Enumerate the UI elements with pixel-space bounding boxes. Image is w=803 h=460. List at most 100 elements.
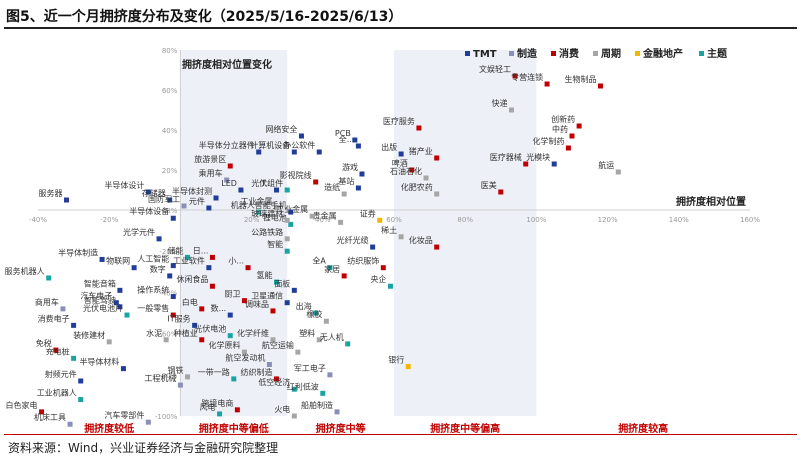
data-point — [498, 189, 504, 195]
data-point — [416, 125, 422, 131]
point-label: 光伏组件 — [251, 178, 283, 188]
point-label: 影视院线 — [280, 170, 312, 180]
band-shade-3 — [394, 50, 537, 416]
data-point — [398, 151, 404, 157]
point-label: 种植业 — [174, 328, 198, 338]
data-point — [99, 256, 105, 262]
data-point — [313, 179, 319, 185]
point-label: 休闲食品 — [176, 274, 208, 284]
data-point — [288, 209, 294, 215]
data-point — [274, 279, 280, 285]
point-label: 光伏电池片 — [83, 303, 123, 313]
data-point — [291, 413, 297, 419]
point-label: 家居 — [324, 264, 340, 274]
point-label: 半导体制造 — [58, 247, 98, 257]
data-point — [284, 187, 290, 193]
x-tick-label: 40% — [315, 216, 331, 224]
point-label: 免税 — [36, 338, 52, 348]
point-label: 半导体分立器件 — [199, 140, 255, 150]
legend: TMT 制造 消费 周期 金融地产 主题 — [465, 47, 728, 60]
point-label: 白色家电 — [6, 400, 38, 410]
data-point — [523, 161, 529, 167]
data-point — [234, 407, 240, 413]
data-point — [355, 143, 361, 149]
x-tick-label: 120% — [598, 216, 618, 224]
data-point — [434, 244, 440, 250]
point-label: 稀土 — [381, 225, 397, 235]
point-label: 银行 — [388, 355, 404, 365]
point-label: 智能驾驶 — [84, 295, 116, 305]
point-label: 日... — [193, 246, 209, 255]
point-label: 服务器 — [38, 188, 62, 198]
point-label: 全... — [339, 134, 355, 144]
data-point — [291, 287, 297, 293]
legend-label: 消费 — [559, 47, 579, 60]
data-point — [78, 397, 84, 403]
point-label: 智能音箱 — [84, 278, 116, 288]
point-label: 医疗器械 — [490, 152, 522, 162]
data-point — [355, 185, 361, 191]
data-point — [309, 213, 315, 219]
point-label: 工业机器人 — [37, 388, 77, 398]
data-point — [270, 308, 276, 314]
data-point — [185, 254, 191, 260]
point-label: 旅游景区 — [194, 154, 226, 164]
data-point — [320, 390, 326, 396]
data-point — [156, 236, 162, 242]
point-label: 低空经济 — [258, 377, 290, 387]
point-label: 工业金属 — [276, 204, 308, 214]
point-label: PCB — [335, 129, 351, 138]
point-label: 创新药 — [551, 114, 575, 124]
data-point — [256, 209, 262, 215]
point-label: 卫星通信 — [251, 291, 283, 301]
point-label: 出版 — [381, 142, 397, 152]
data-point — [209, 283, 215, 289]
y-tick-label: 80% — [162, 47, 178, 55]
point-label: 半导体设备 — [129, 206, 169, 216]
y-tick-labels: -100% -80% -60% -40% -20% 0% 20% 40% 60% 80% — [155, 47, 178, 421]
point-label: 面板 — [274, 278, 290, 288]
point-label: 氢能 — [257, 270, 273, 280]
point-label: 军工电子 — [294, 363, 326, 373]
data-point — [170, 215, 176, 221]
point-label: 火电 — [274, 404, 290, 414]
data-point — [423, 175, 429, 181]
legend-label: 金融地产 — [642, 47, 683, 60]
data-point — [170, 294, 176, 300]
point-label: 商用车 — [35, 297, 59, 307]
data-point — [338, 219, 344, 225]
data-point — [185, 374, 191, 380]
data-point — [124, 312, 130, 318]
data-point — [298, 133, 304, 139]
point-label: 无人机 — [320, 332, 344, 342]
point-label: 化学纤维 — [237, 328, 269, 338]
point-label: 造纸 — [324, 182, 340, 192]
top-rule — [4, 27, 797, 29]
data-point — [327, 372, 333, 378]
point-label: 中药 — [552, 124, 568, 134]
data-point — [63, 197, 69, 203]
data-point — [231, 376, 237, 382]
data-point — [199, 337, 205, 343]
point-label: 公路铁路 — [251, 227, 283, 237]
point-label: 游戏 — [342, 162, 358, 172]
point-label: 石油石化 — [390, 166, 422, 176]
data-point — [565, 145, 571, 151]
data-point — [380, 265, 386, 271]
point-label: 化学原料 — [208, 340, 240, 350]
point-label: 半导体材料 — [79, 357, 119, 367]
axes — [38, 50, 750, 416]
data-point — [245, 265, 251, 271]
point-label: 服务机器人 — [5, 266, 45, 276]
y-tick-label: -60% — [159, 331, 177, 339]
data-point — [209, 254, 215, 260]
data-point — [224, 177, 230, 183]
point-label: 快递 — [491, 98, 507, 108]
band-label-2: 拥挤度中等 — [316, 422, 366, 435]
data-point — [120, 366, 126, 372]
data-point — [615, 169, 621, 175]
data-point — [370, 244, 376, 250]
y-tick-label: 60% — [162, 87, 178, 95]
point-label: 储能 — [168, 245, 184, 255]
point-label: T... — [260, 179, 273, 188]
